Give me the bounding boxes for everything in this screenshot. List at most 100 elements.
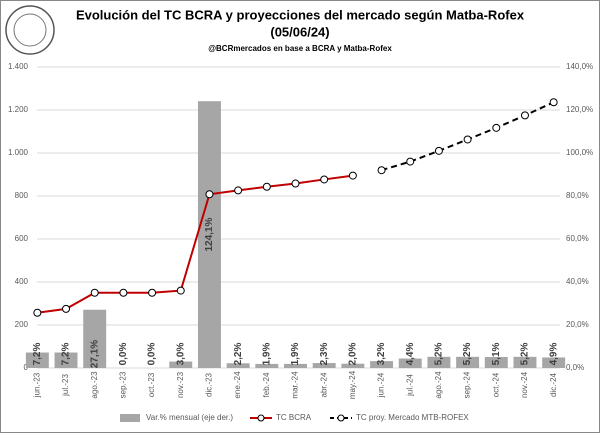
marker <box>262 182 271 191</box>
bar-label: 0,0% <box>118 342 129 365</box>
legend-swatch <box>120 414 140 422</box>
y-tick-label: 1.200 <box>8 105 29 114</box>
y2-tick-label: 60,0% <box>566 234 589 243</box>
chart-title-2: (05/06/24) <box>270 24 329 39</box>
x-tick-label: nov.-23 <box>176 371 185 398</box>
x-tick-label: abr.-24 <box>319 372 328 397</box>
bar <box>226 363 250 368</box>
marker <box>377 166 386 175</box>
x-tick-label: ago.-24 <box>434 371 443 399</box>
y2-tick-label: 120,0% <box>566 105 593 114</box>
bar <box>83 309 107 368</box>
y-tick-label: 200 <box>15 320 29 329</box>
x-tick-label: mar.-24 <box>291 371 300 399</box>
marker <box>549 98 558 107</box>
bar-label: 7,2% <box>32 342 43 365</box>
bar <box>484 357 508 368</box>
marker <box>176 286 185 295</box>
x-tick-label: sep.-23 <box>119 371 128 398</box>
x-tick-label: may.-24 <box>348 370 357 399</box>
bar-label: 5,2% <box>434 342 445 365</box>
bar <box>255 363 279 368</box>
y2-tick-label: 100,0% <box>566 148 593 157</box>
marker <box>348 171 357 180</box>
bar <box>54 352 78 368</box>
bar-label: 3,0% <box>175 342 186 365</box>
marker <box>234 186 243 195</box>
y2-tick-label: 40,0% <box>566 277 589 286</box>
bar <box>513 356 537 368</box>
marker <box>406 157 415 166</box>
x-tick-label: feb.-24 <box>262 372 271 397</box>
legend-marker <box>337 414 345 422</box>
legend-marker <box>257 414 265 422</box>
bar <box>312 363 336 368</box>
bar <box>284 363 307 368</box>
x-tick-label: jun.-24 <box>377 372 386 398</box>
y-tick-label: 1.400 <box>8 62 29 71</box>
marker <box>148 288 157 297</box>
y2-tick-label: 80,0% <box>566 191 589 200</box>
y-tick-label: 400 <box>15 277 29 286</box>
y2-tick-label: 140,0% <box>566 62 593 71</box>
marker <box>291 179 300 188</box>
marker <box>463 135 472 144</box>
y-tick-label: 1.000 <box>8 148 29 157</box>
chart-title: Evolución del TC BCRA y proyecciones del… <box>76 7 525 22</box>
bar-label: 4,4% <box>405 342 416 365</box>
bar <box>456 356 480 368</box>
marker <box>320 175 329 184</box>
x-tick-label: oct.-24 <box>491 372 500 397</box>
bar-label: 3,2% <box>376 342 387 365</box>
bar-label: 1,9% <box>290 342 301 365</box>
marker <box>33 308 42 317</box>
logo <box>5 5 55 55</box>
x-tick-label: sep.-24 <box>463 371 472 398</box>
legend-label: Var.% mensual (eje der.) <box>146 413 233 422</box>
bar-label: 5,2% <box>520 342 531 365</box>
bar-label: 2,3% <box>319 342 330 365</box>
bar <box>197 101 221 368</box>
marker <box>520 111 529 120</box>
marker <box>119 288 128 297</box>
x-tick-label: ago.-23 <box>90 371 99 399</box>
bar-label: 2,2% <box>233 342 244 365</box>
bar-label: 2,0% <box>348 342 359 365</box>
x-tick-label: oct.-23 <box>147 372 156 397</box>
chart-subtitle: @BCRmercados en base a BCRA y Matba-Rofe… <box>208 44 392 53</box>
y2-tick-label: 0,0% <box>566 363 584 372</box>
marker <box>434 146 443 155</box>
legend-label: TC BCRA <box>276 413 312 422</box>
bar <box>542 357 566 368</box>
x-tick-label: dic.-23 <box>205 372 214 397</box>
x-tick-label: jun.-23 <box>32 372 41 398</box>
y-tick-label: 600 <box>15 234 29 243</box>
bar <box>169 361 193 368</box>
bar-label: 1,9% <box>261 342 272 365</box>
marker <box>492 123 501 132</box>
line <box>37 174 354 314</box>
bar-label: 5,1% <box>491 342 502 365</box>
x-tick-label: dic.-24 <box>549 372 558 397</box>
bar <box>427 356 451 368</box>
bar-label: 7,2% <box>61 342 72 365</box>
bar <box>25 352 49 368</box>
bar-label: 4,9% <box>548 342 559 365</box>
bar-label: 5,2% <box>462 342 473 365</box>
bar-label: 27,1% <box>89 340 100 368</box>
bar <box>341 363 365 368</box>
bar <box>370 361 394 368</box>
bar <box>398 358 422 368</box>
marker <box>205 190 214 199</box>
x-tick-label: jul.-23 <box>61 374 70 397</box>
x-tick-label: jul.-24 <box>405 374 414 397</box>
bar-label: 124,1% <box>204 218 215 252</box>
x-tick-label: nov.-24 <box>520 371 529 398</box>
legend-label: TC proy. Mercado MTB-ROFEX <box>356 413 469 422</box>
x-tick-label: ene.-24 <box>233 371 242 399</box>
marker <box>90 288 99 297</box>
y-tick-label: 800 <box>15 191 29 200</box>
marker <box>62 304 71 313</box>
bar-label: 0,0% <box>147 342 158 365</box>
